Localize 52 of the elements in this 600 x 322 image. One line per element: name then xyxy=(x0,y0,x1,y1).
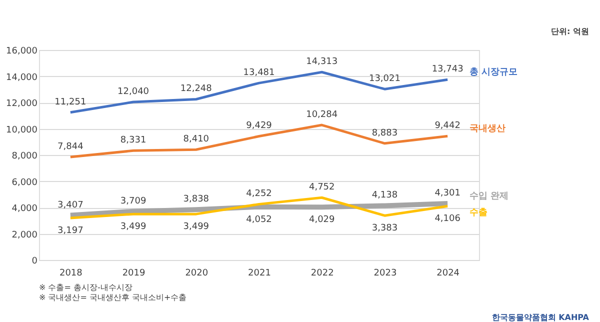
data-label: 4,106 xyxy=(434,214,461,224)
data-label: 10,284 xyxy=(306,110,338,120)
y-tick-label: 4,000 xyxy=(12,204,38,214)
text: 단위: 억원 xyxy=(551,27,589,36)
data-label: 3,383 xyxy=(372,224,398,234)
y-tick-label: 10,000 xyxy=(6,125,38,136)
y-tick-label: 14,000 xyxy=(6,72,38,83)
data-label: 3,407 xyxy=(58,200,84,210)
data-label: 3,709 xyxy=(120,196,146,206)
data-label: 4,138 xyxy=(372,190,398,201)
data-label: 4,252 xyxy=(246,189,272,200)
x-tick-label: 2022 xyxy=(310,268,334,278)
y-tick-label: 16,000 xyxy=(6,46,38,56)
data-label: 4,052 xyxy=(246,214,272,225)
data-label: 4,029 xyxy=(308,215,336,226)
y-tick-label: 6,000 xyxy=(12,178,38,188)
data-label: 3,499 xyxy=(183,222,210,232)
data-label: 12,040 xyxy=(118,86,150,97)
data-label: 3,197 xyxy=(58,226,84,236)
data-label: 13,743 xyxy=(432,64,464,75)
data-label: 8,331 xyxy=(120,136,146,146)
data-label: 4,301 xyxy=(434,188,460,199)
data-label: 9,429 xyxy=(246,121,272,132)
y-tick-label: 0 xyxy=(32,256,38,266)
x-tick-label: 2018 xyxy=(59,268,83,278)
text: 한국동물약품협회 KAHPA xyxy=(492,313,590,322)
data-label: 9,442 xyxy=(434,121,460,132)
data-label: 12,248 xyxy=(180,84,212,94)
data-label: 8,410 xyxy=(183,134,210,145)
x-tick-label: 2020 xyxy=(185,268,208,278)
data-label: 3,838 xyxy=(183,194,210,205)
text: ※ 수출= 총시장-내수시장 xyxy=(39,283,132,292)
x-tick-label: 2021 xyxy=(248,268,271,278)
y-tick-label: 12,000 xyxy=(6,99,38,109)
data-label: 3,499 xyxy=(120,222,146,232)
data-label: 14,313 xyxy=(306,57,338,68)
x-tick-label: 2023 xyxy=(374,268,397,278)
y-tick-label: 2,000 xyxy=(12,230,38,240)
data-label: 7,844 xyxy=(58,142,84,152)
text: 국내생산 xyxy=(470,124,506,134)
data-label: 8,883 xyxy=(372,128,398,138)
x-tick-label: 2019 xyxy=(122,268,146,278)
text: ※ 국내생산= 국내생산후 국내소비+수출 xyxy=(39,293,187,302)
data-label: 11,251 xyxy=(54,97,86,108)
data-label: 13,021 xyxy=(368,74,400,84)
data-label: 4,752 xyxy=(308,182,335,193)
text: 수입 완제 xyxy=(470,192,509,202)
data-label: 13,481 xyxy=(243,68,275,78)
text: 총 시장규모 xyxy=(470,68,518,78)
y-tick-label: 8,000 xyxy=(12,152,38,162)
x-tick-label: 2024 xyxy=(436,268,460,278)
text: 수출 xyxy=(470,207,488,218)
